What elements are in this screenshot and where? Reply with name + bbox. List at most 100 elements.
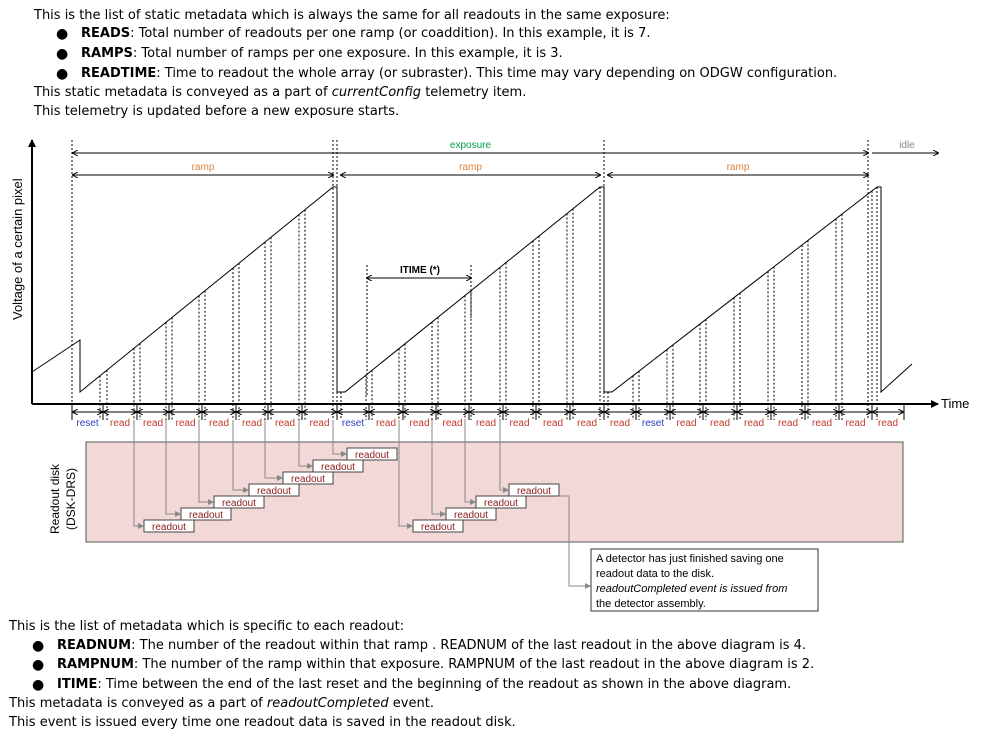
read-label: read: [275, 418, 295, 429]
readout-conveyed-line: This metadata is conveyed as a part of r…: [9, 694, 434, 713]
readout-box: [445, 507, 497, 521]
timing-spans: exposure idle ramp ramp ramp ITIME (*): [73, 140, 938, 395]
readout-label: readout: [421, 522, 455, 533]
readout-arrow: [165, 420, 181, 517]
bullet-reads: ● READS: Total number of readouts per one…: [56, 24, 651, 44]
callout-line: A detector has just finished saving one: [596, 553, 784, 565]
conveyed-tail: event.: [388, 696, 434, 711]
readout-label: readout: [291, 474, 325, 485]
read-label: read: [509, 418, 529, 429]
callout-line: the detector assembly.: [596, 598, 706, 610]
readout-completed-term: readoutCompleted: [266, 696, 389, 711]
desc-readnum: : The number of the readout within that …: [131, 638, 807, 653]
reset-label: reset: [342, 418, 364, 429]
telemetry-update-line: This telemetry is updated before a new e…: [34, 104, 400, 119]
read-label: read: [778, 418, 798, 429]
read-label: read: [376, 418, 396, 429]
callout-box: [590, 548, 819, 612]
read-label: read: [845, 418, 865, 429]
read-label: read: [878, 418, 898, 429]
readout-arrow: [499, 420, 509, 493]
readout-arrow: [133, 420, 144, 529]
readout-box: [346, 447, 398, 461]
bullet-readtime: ● READTIME: Time to readout the whole arr…: [56, 64, 837, 84]
ramp-1-span-label: ramp: [192, 162, 215, 173]
x-axis-label: Time: [941, 396, 969, 411]
desc-itime: : Time between the end of the last reset…: [97, 677, 792, 692]
disk-label: Readout disk: [48, 463, 62, 534]
read-label: read: [110, 418, 130, 429]
ramp-3-span-label: ramp: [727, 162, 750, 173]
readout-arrow: [198, 420, 214, 505]
read-reset-ticks: reset read read read read read read read reset re…: [71, 405, 905, 429]
read-label: read: [143, 418, 163, 429]
event-issued-line: This event is issued every time one read…: [9, 715, 516, 730]
bullet-dot: ●: [32, 638, 45, 654]
term-rampnum: RAMPNUM: [57, 657, 134, 672]
bullet-readnum: ● READNUM: The number of the readout with…: [32, 636, 807, 656]
readout-box: [180, 507, 232, 521]
readout-arrow: [431, 420, 446, 517]
read-boundary-lines: [71, 140, 878, 420]
term-reads: READS: [81, 26, 131, 41]
disk-sublabel: (DSK-DRS): [64, 468, 78, 530]
disk-box: [85, 441, 904, 543]
readout-metadata-intro: This is the list of metadata which is sp…: [9, 619, 405, 634]
current-config-term: currentConfig: [331, 85, 422, 100]
desc-ramps: : Total number of ramps per one exposure…: [132, 46, 563, 61]
bullet-dot: ●: [32, 657, 45, 673]
readout-box: [143, 519, 195, 533]
readout-disk: Readout disk (DSK-DRS) readoutreadoutreado…: [48, 420, 904, 612]
itime-label: ITIME (*): [400, 265, 440, 276]
readout-arrow: [398, 420, 413, 529]
desc-reads: : Total number of readouts per one ramp …: [130, 26, 651, 41]
read-label: read: [676, 418, 696, 429]
term-readtime: READTIME: [81, 66, 157, 81]
read-label: read: [409, 418, 429, 429]
readout-label: readout: [454, 510, 488, 521]
callout-line: readout data to the disk.: [596, 568, 714, 580]
readout-label: readout: [222, 498, 256, 509]
term-readnum: READNUM: [57, 638, 132, 653]
readout-arrow: [298, 420, 313, 469]
term-ramps: RAMPS: [81, 46, 133, 61]
read-label: read: [242, 418, 262, 429]
ramp-2-span-label: ramp: [459, 162, 482, 173]
voltage-ramps: [31, 186, 913, 394]
bullet-dot: ●: [32, 677, 45, 693]
callout-line: readoutCompleted event is issued from: [596, 583, 787, 595]
voltage-trace: [31, 186, 913, 394]
readout-label: readout: [355, 450, 389, 461]
readout-arrow: [264, 420, 283, 481]
bullet-itime: ● ITIME: Time between the end of the last…: [32, 675, 792, 695]
readout-label: readout: [152, 522, 186, 533]
read-label: read: [710, 418, 730, 429]
reset-label: reset: [642, 418, 664, 429]
callout-connector: [559, 495, 591, 589]
readout-box: [508, 483, 560, 497]
bullet-dot: ●: [56, 46, 69, 62]
bullet-dot: ●: [56, 66, 69, 82]
readout-box: [248, 483, 300, 497]
read-label: read: [812, 418, 832, 429]
readout-label: readout: [189, 510, 223, 521]
readout-arrow: [232, 420, 249, 493]
readout-box: [312, 459, 364, 473]
reset-label: reset: [76, 418, 98, 429]
conveyed-text: This static metadata is conveyed as a pa…: [34, 85, 332, 100]
term-itime: ITIME: [57, 677, 98, 692]
conveyed-text: This metadata is conveyed as a part of: [9, 696, 267, 711]
readout-box: [412, 519, 464, 533]
readout-arrow: [332, 420, 347, 457]
readout-label: readout: [321, 462, 355, 473]
read-label: read: [476, 418, 496, 429]
read-label: read: [744, 418, 764, 429]
exposure-span-label: exposure: [450, 140, 492, 151]
readout-label: readout: [517, 486, 551, 497]
bullet-rampnum: ● RAMPNUM: The number of the ramp within …: [32, 655, 814, 675]
readout-box: [282, 471, 334, 485]
axes: [28, 139, 939, 408]
y-axis-label: Voltage of a certain pixel: [10, 178, 25, 320]
read-label: read: [610, 418, 630, 429]
